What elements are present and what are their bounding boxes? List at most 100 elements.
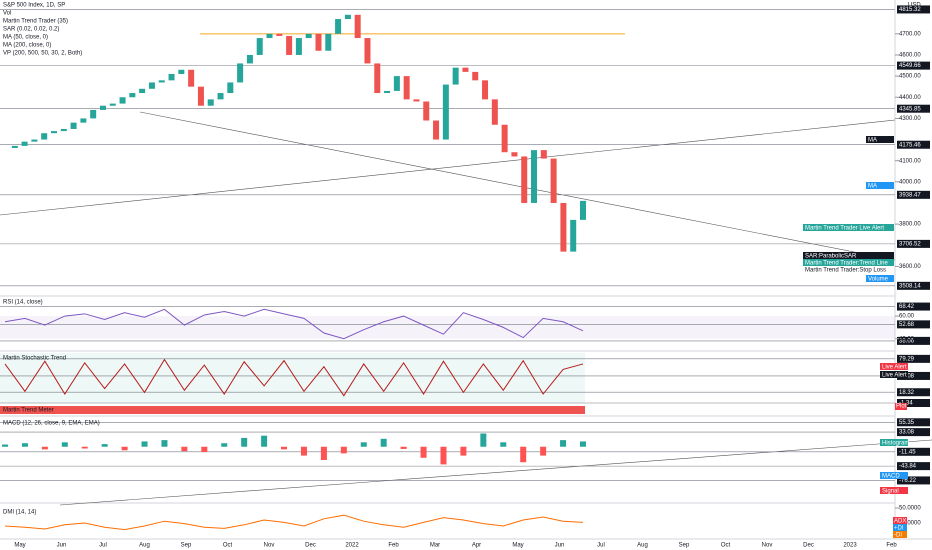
meter-tag: Plot bbox=[896, 404, 907, 410]
candle bbox=[462, 67, 469, 72]
pane-title: Martin Trend Meter bbox=[3, 408, 54, 414]
level-label: -11.45 bbox=[899, 449, 916, 455]
time-label: Oct bbox=[223, 543, 233, 549]
candle bbox=[305, 33, 312, 39]
trend-line bbox=[59, 439, 932, 506]
level-label: 3938.47 bbox=[899, 192, 921, 198]
level-label-bg bbox=[897, 354, 930, 363]
series-tag: Martin Trend Trader:Trend Line bbox=[805, 261, 888, 267]
channel-line bbox=[0, 119, 896, 216]
candle bbox=[60, 128, 67, 132]
candle bbox=[364, 38, 371, 64]
level-label-bg bbox=[897, 462, 930, 471]
macd-tag-bg bbox=[880, 439, 908, 446]
level-label-bg bbox=[897, 476, 930, 485]
macd-bar bbox=[181, 446, 188, 452]
candle bbox=[491, 99, 498, 125]
tick-label: 4400.00 bbox=[899, 95, 921, 101]
series-tag: SAR:ParabolicSAR bbox=[805, 254, 857, 260]
candle bbox=[315, 33, 322, 51]
level-label: 52.68 bbox=[899, 322, 915, 328]
macd-bar bbox=[580, 441, 586, 447]
candle bbox=[511, 152, 518, 157]
time-label: Jun bbox=[57, 543, 67, 549]
series-tag-bg bbox=[866, 182, 894, 189]
candle bbox=[413, 99, 420, 102]
macd-bar bbox=[560, 440, 567, 447]
level-label-bg bbox=[897, 239, 930, 248]
series-tag-bg bbox=[803, 252, 894, 259]
pane-title: MACD (12, 26, close, 9, EMA, EMA) bbox=[3, 421, 100, 427]
macd-bar bbox=[460, 446, 467, 456]
candle bbox=[295, 38, 302, 55]
candle bbox=[109, 103, 116, 106]
level-label-bg bbox=[897, 104, 930, 113]
level-label: 33.08 bbox=[899, 430, 915, 436]
trend-line bbox=[139, 111, 896, 261]
candle bbox=[178, 69, 185, 74]
macd-tag-bg bbox=[880, 487, 908, 494]
candle bbox=[423, 101, 430, 121]
candle bbox=[570, 219, 577, 252]
candle bbox=[452, 67, 459, 85]
macd-tag: MACD bbox=[882, 474, 900, 480]
time-label: Sep bbox=[181, 543, 192, 549]
candle bbox=[90, 109, 97, 119]
alert-bg bbox=[880, 371, 908, 378]
pane-title: RSI (14, close) bbox=[3, 300, 43, 306]
indicator-name: Martin Trend Trader (35) bbox=[3, 19, 68, 25]
alert-tag: Live Alert bbox=[882, 373, 907, 379]
indicator-name: Vol bbox=[3, 11, 11, 17]
macd-bar bbox=[241, 437, 248, 447]
time-label: Dec bbox=[305, 543, 316, 549]
candle bbox=[560, 202, 567, 252]
macd-bar bbox=[440, 446, 447, 465]
meter-bar bbox=[0, 406, 585, 414]
level-label-bg bbox=[897, 320, 930, 329]
candle bbox=[148, 82, 155, 89]
macd-bar bbox=[520, 446, 527, 463]
tick-label: 4300.00 bbox=[899, 116, 921, 122]
candle bbox=[217, 93, 224, 100]
candle bbox=[197, 86, 204, 106]
level-label: -43.84 bbox=[899, 464, 917, 470]
candle bbox=[227, 82, 234, 94]
candle bbox=[472, 71, 479, 81]
candle bbox=[403, 76, 410, 100]
time-label: Mar bbox=[430, 543, 440, 549]
candle bbox=[540, 150, 547, 159]
macd-bar bbox=[281, 446, 288, 450]
macd-bar bbox=[41, 446, 48, 450]
macd-tag-bg bbox=[880, 472, 908, 479]
level-label-bg bbox=[897, 281, 930, 290]
indicator-name: VP (200, 500, 50, 30, 2, Both) bbox=[3, 51, 82, 57]
series-tag-bg bbox=[803, 266, 894, 273]
macd-bar bbox=[221, 443, 228, 447]
series-tag-bg bbox=[866, 275, 894, 282]
dmi-tag-bg bbox=[893, 517, 907, 524]
level-label: 4345.85 bbox=[899, 106, 921, 112]
symbol-title: S&P 500 Index, 1D, SP bbox=[3, 3, 65, 9]
rsi-line bbox=[4, 308, 584, 340]
macd-bar bbox=[400, 446, 407, 449]
candle bbox=[433, 120, 440, 140]
time-label: Sep bbox=[679, 543, 690, 549]
level-label: 18.32 bbox=[899, 390, 915, 396]
pane-title: Martin Stochastic Trend bbox=[3, 356, 66, 362]
macd-bar bbox=[21, 443, 28, 447]
dmi-tag-bg bbox=[893, 524, 907, 531]
level-label-bg bbox=[897, 447, 930, 456]
series-tag: Volume bbox=[868, 277, 889, 283]
tick-label: 60.00 bbox=[899, 314, 915, 320]
time-label: May bbox=[512, 543, 523, 549]
candle bbox=[374, 63, 381, 94]
macd-bar bbox=[500, 442, 507, 447]
candle bbox=[580, 200, 586, 220]
candle bbox=[139, 88, 146, 94]
macd-bar bbox=[340, 446, 347, 454]
rsi-band bbox=[0, 316, 895, 339]
level-label: 3706.52 bbox=[899, 241, 921, 247]
time-label: Aug bbox=[637, 543, 648, 549]
level-label: 3508.14 bbox=[899, 283, 921, 289]
